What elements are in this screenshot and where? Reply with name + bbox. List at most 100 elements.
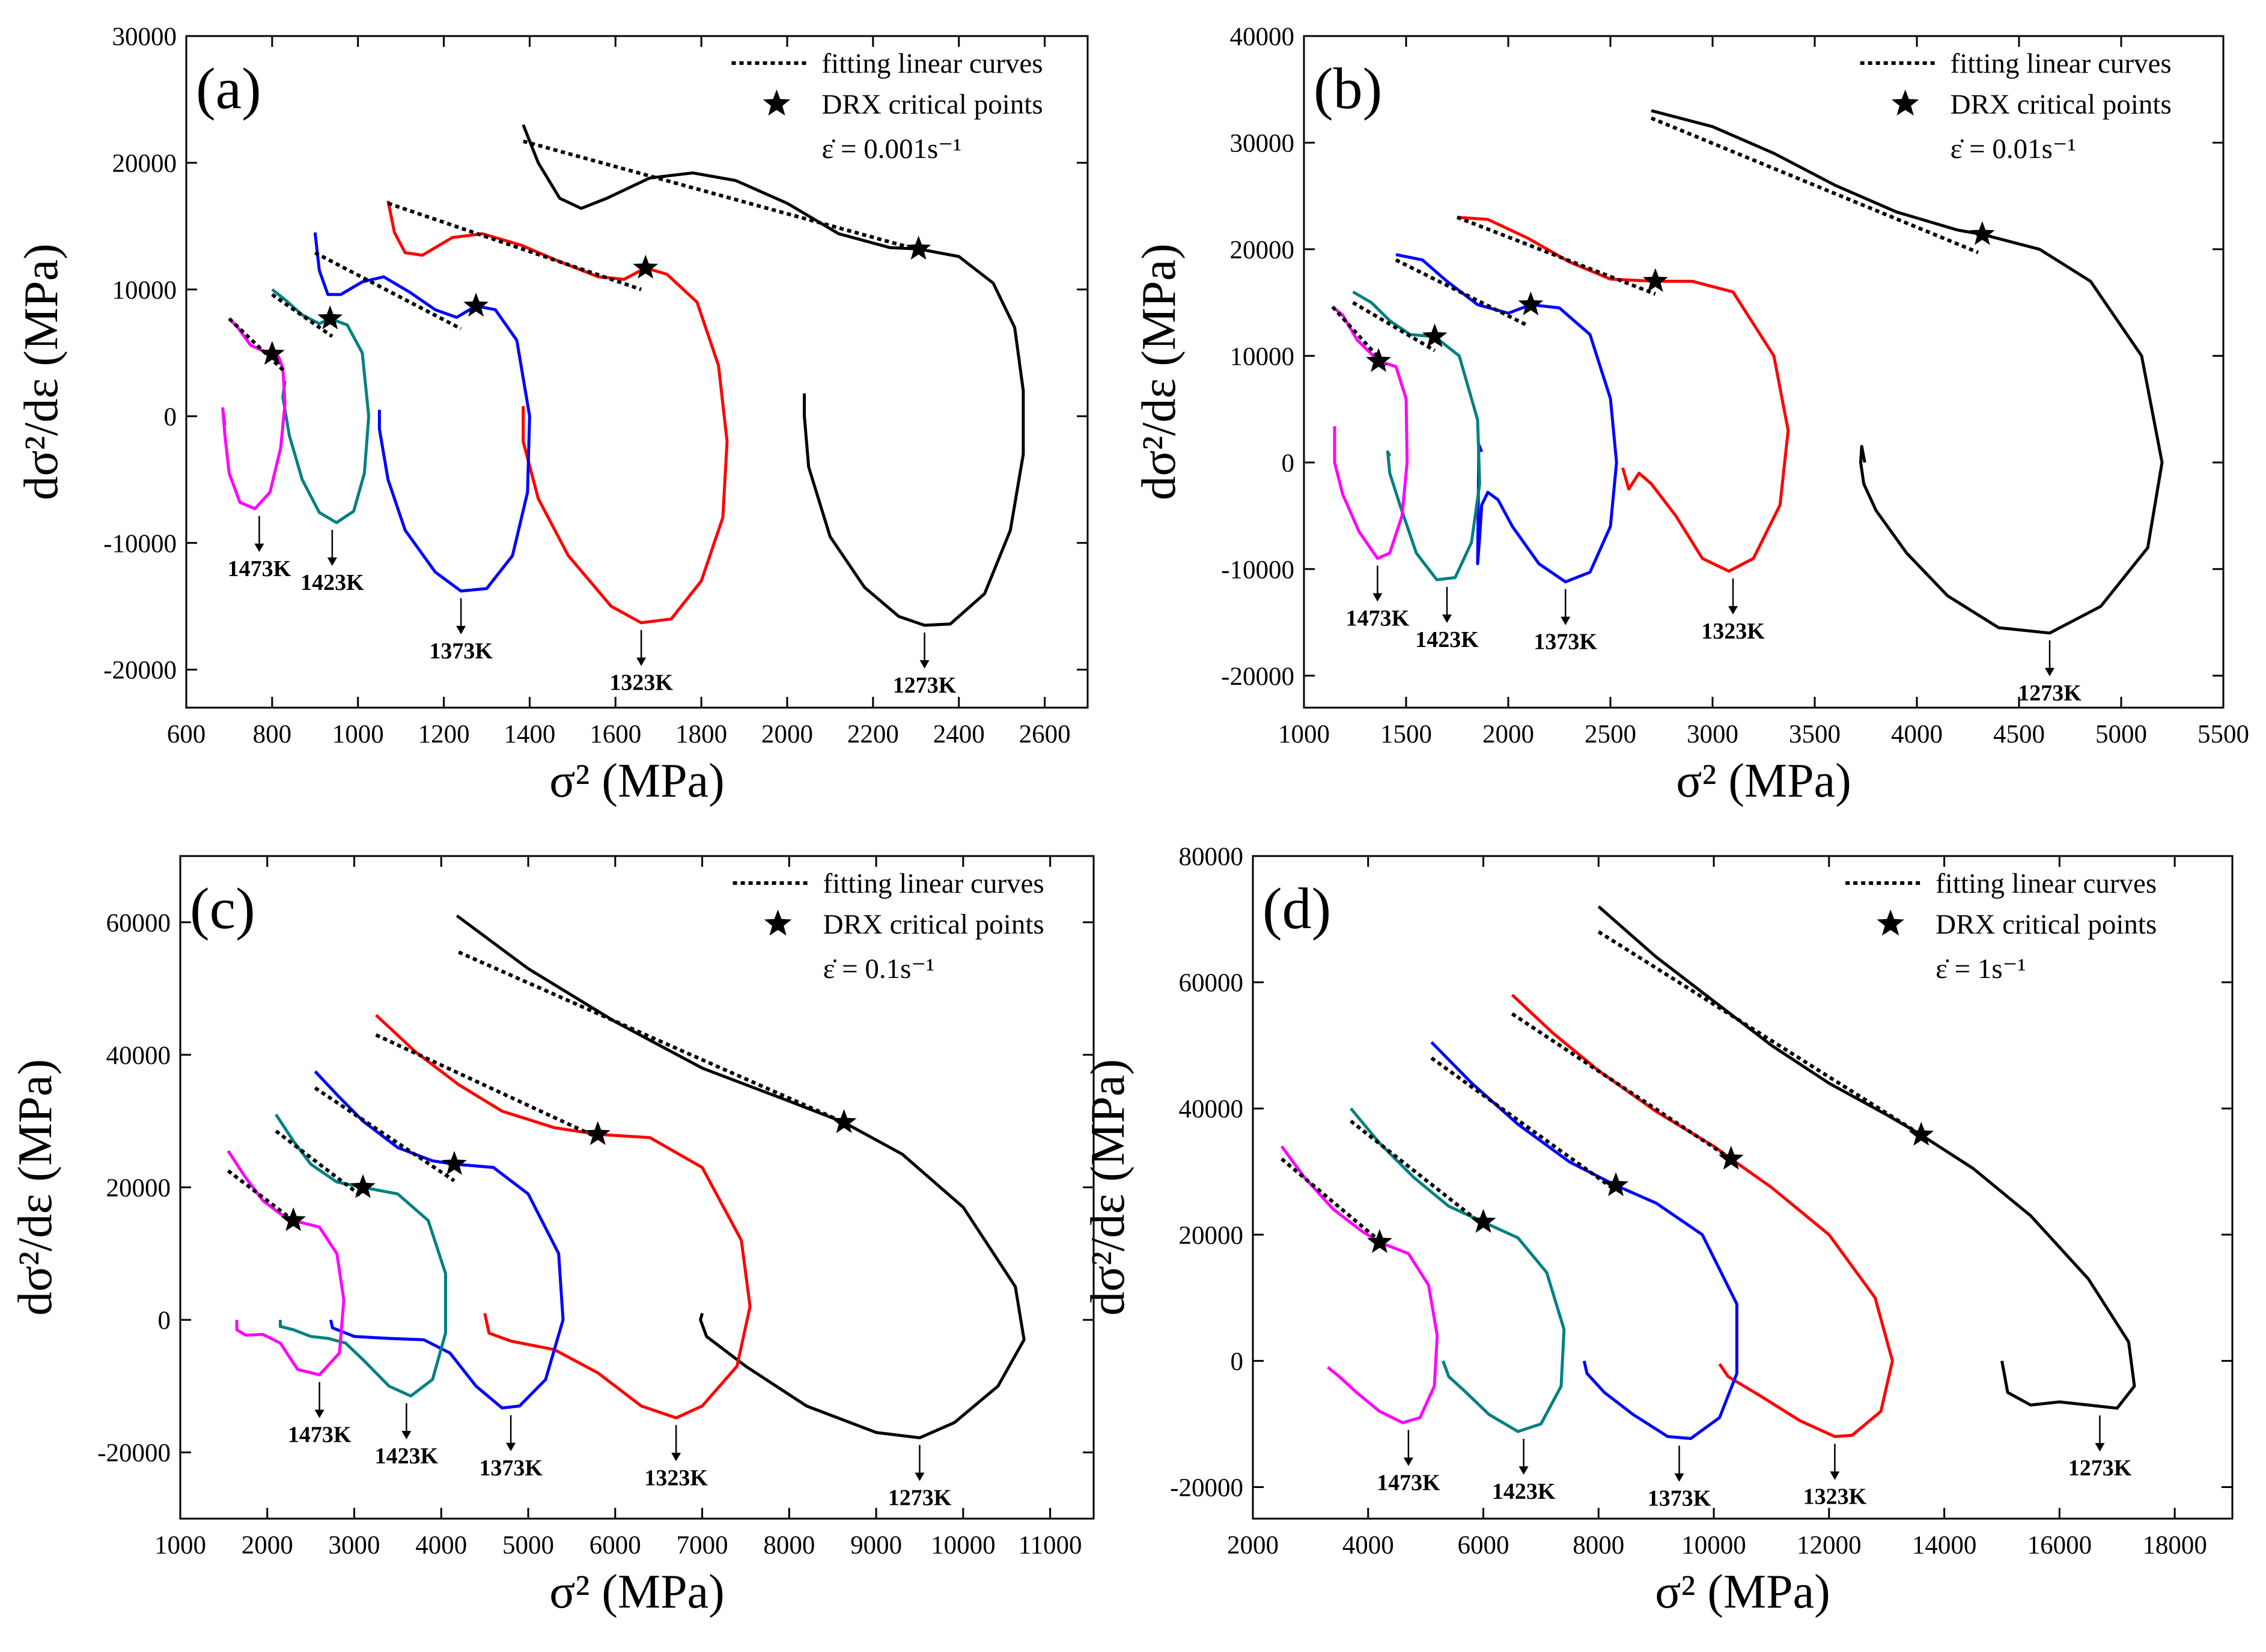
x-axis-label: σ² (MPa) <box>1676 755 1851 807</box>
series-1423K: 1423K <box>1352 290 1481 652</box>
y-axis-label: dσ²/dε (MPa) <box>9 1059 62 1316</box>
temperature-label: 1273K <box>893 673 957 698</box>
legend-fit-label: fitting linear curves <box>823 868 1044 899</box>
critical-point-star <box>831 1109 857 1134</box>
y-tick-label: -20000 <box>1170 1474 1243 1502</box>
temperature-arrow-head <box>1674 1473 1684 1482</box>
series-1423K: 1423K <box>275 1113 447 1469</box>
y-tick-label: 0 <box>158 1307 171 1335</box>
panel-label: (c) <box>190 876 255 941</box>
temperature-arrow-head <box>1728 606 1738 615</box>
critical-point-star <box>1518 291 1544 315</box>
x-tick-label: 3000 <box>1687 720 1738 749</box>
temperature-arrow-head <box>915 1472 925 1481</box>
temperature-label: 1323K <box>644 1465 708 1490</box>
critical-point-star <box>1642 268 1668 292</box>
x-tick-label: 2500 <box>1585 720 1636 749</box>
y-tick-label: 20000 <box>106 1174 171 1203</box>
temperature-label: 1373K <box>1534 630 1597 655</box>
temperature-arrow-head <box>1403 1457 1413 1466</box>
x-tick-label: 11000 <box>1019 1531 1082 1559</box>
y-tick-label: -10000 <box>103 530 177 558</box>
critical-point-star <box>317 305 343 330</box>
series-1373K: 1373K <box>1430 1041 1738 1511</box>
y-axis-label: dσ²/dε (MPa) <box>1082 1059 1135 1316</box>
temperature-arrow-head <box>2045 667 2054 676</box>
temperature-label: 1323K <box>1803 1484 1867 1509</box>
x-axis-label: σ² (MPa) <box>549 755 725 807</box>
series-line <box>522 124 1025 627</box>
fit-line <box>522 139 925 254</box>
panel-label: (d) <box>1262 876 1331 941</box>
series-line <box>386 200 729 625</box>
temperature-label: 1373K <box>1648 1486 1711 1511</box>
critical-point-star <box>906 235 931 260</box>
x-tick-label: 6000 <box>589 1531 641 1559</box>
series-1423K: 1423K <box>271 288 371 595</box>
temperature-label: 1423K <box>1415 627 1479 652</box>
critical-point-star <box>1366 348 1391 372</box>
x-tick-label: 2200 <box>847 720 899 749</box>
x-tick-label: 1600 <box>589 720 641 749</box>
critical-point-star <box>281 1207 306 1231</box>
x-tick-label: 2000 <box>761 720 813 749</box>
y-tick-label: 0 <box>164 403 177 431</box>
x-tick-label: 2400 <box>933 720 985 749</box>
y-tick-label: 30000 <box>1230 129 1295 157</box>
x-tick-label: 12000 <box>1797 1531 1862 1559</box>
fit-line <box>1456 215 1656 296</box>
chart-panel-b: 1000 1500 2000 2500 3000 3500 4000 4500 5000 5500… <box>1133 23 2249 807</box>
y-tick-label: 20000 <box>112 150 177 178</box>
temperature-arrow-head <box>1830 1471 1840 1480</box>
critical-point-star <box>463 293 489 317</box>
plot-frame <box>185 35 1089 709</box>
y-tick-label: 0 <box>1282 449 1295 478</box>
series-line <box>1280 1145 1439 1424</box>
temperature-label: 1273K <box>888 1485 952 1510</box>
x-tick-label: 8000 <box>1573 1531 1624 1559</box>
critical-point-star <box>1422 323 1448 348</box>
y-tick-label: 40000 <box>1230 23 1295 51</box>
series-1473K: 1473K <box>1331 305 1410 631</box>
temperature-label: 1373K <box>479 1456 543 1481</box>
critical-point-star <box>1367 1228 1392 1253</box>
series-1473K: 1473K <box>1280 1145 1440 1495</box>
fit-line <box>1430 1056 1617 1192</box>
y-tick-label: 40000 <box>106 1042 171 1070</box>
plot-frame <box>1252 855 2234 1520</box>
fit-line <box>1350 1119 1485 1227</box>
series-line <box>1395 253 1618 584</box>
x-axis-label: σ² (MPa) <box>1655 1565 1830 1618</box>
temperature-arrow-head <box>671 1453 681 1462</box>
series-line <box>275 1113 447 1398</box>
x-tick-label: 7000 <box>677 1531 728 1559</box>
plot-frame <box>1303 35 2225 709</box>
series-line <box>1352 290 1481 582</box>
series-line <box>314 1070 565 1410</box>
y-axis-label: dσ²/dε (MPa) <box>1133 243 1186 500</box>
y-tick-label: -10000 <box>1221 556 1294 584</box>
series-1273K: 1273K <box>522 124 1025 698</box>
critical-point-star <box>585 1121 611 1146</box>
x-axis-label: σ² (MPa) <box>549 1565 725 1618</box>
legend-star-icon <box>1891 90 1919 116</box>
critical-point-star <box>1969 221 1995 245</box>
series-line <box>1430 1041 1738 1441</box>
chart-panel-d: 2000 4000 6000 8000 10000 12000 14000 16000 1800… <box>1082 843 2234 1618</box>
fit-line <box>1511 1012 1732 1161</box>
temperature-arrow-head <box>254 543 264 552</box>
temperature-arrow-head <box>506 1442 516 1451</box>
y-tick-label: 80000 <box>1179 843 1244 871</box>
fit-line <box>1597 930 1922 1137</box>
critical-point-star <box>442 1150 467 1175</box>
x-tick-label: 1000 <box>154 1531 206 1559</box>
series-line <box>1597 905 2136 1410</box>
temperature-arrow-head <box>1518 1466 1529 1475</box>
temperature-label: 1373K <box>429 639 493 664</box>
series-1373K: 1373K <box>1395 253 1618 655</box>
series-line <box>1331 305 1409 560</box>
series-1323K: 1323K <box>386 200 729 696</box>
series-line <box>455 914 1026 1439</box>
fit-line <box>1281 1157 1381 1243</box>
